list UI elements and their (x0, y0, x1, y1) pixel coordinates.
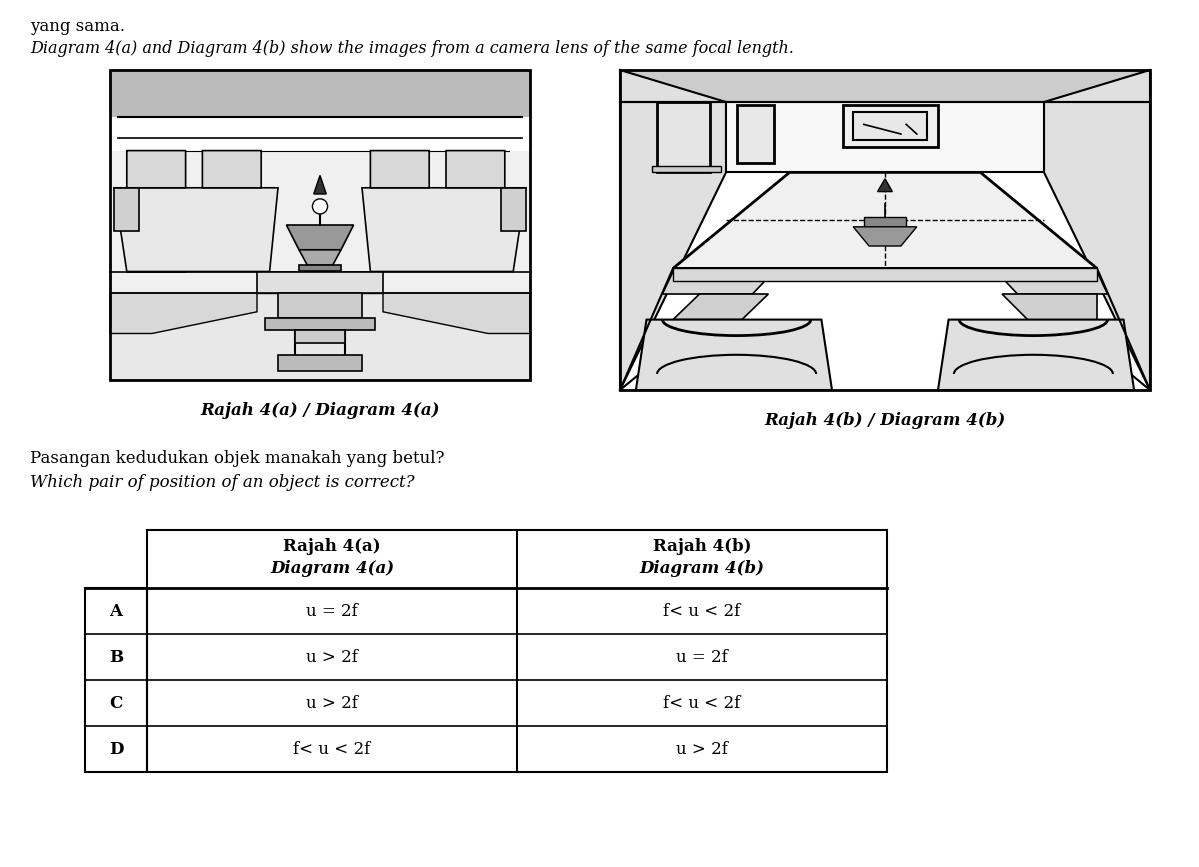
Bar (257, 271, 382, 293)
Text: C: C (109, 694, 122, 712)
Text: D: D (109, 740, 123, 758)
Polygon shape (673, 173, 790, 281)
Text: f< u < 2f: f< u < 2f (663, 694, 741, 712)
Polygon shape (314, 175, 326, 194)
Bar (278, 293, 362, 318)
Bar (736, 105, 773, 163)
Text: f< u < 2f: f< u < 2f (663, 603, 741, 620)
Polygon shape (878, 179, 892, 192)
Bar (147, 530, 887, 772)
Bar (657, 102, 710, 173)
Text: Diagram 4(a): Diagram 4(a) (270, 560, 394, 577)
Bar (727, 102, 1044, 173)
Polygon shape (287, 225, 354, 250)
Polygon shape (620, 70, 727, 390)
Bar (110, 151, 530, 303)
Polygon shape (854, 227, 917, 246)
Text: yang sama.: yang sama. (30, 18, 125, 35)
Text: Rajah 4(b): Rajah 4(b) (652, 538, 752, 555)
Bar (501, 188, 526, 231)
Text: Which pair of position of an object is correct?: Which pair of position of an object is c… (30, 474, 415, 491)
Bar (652, 166, 721, 173)
Bar (620, 70, 1150, 390)
Text: Diagram 4(b): Diagram 4(b) (639, 560, 765, 577)
Bar (620, 70, 1150, 102)
Polygon shape (1044, 70, 1150, 390)
FancyBboxPatch shape (446, 151, 505, 188)
Polygon shape (1001, 294, 1097, 320)
Text: Rajah 4(a): Rajah 4(a) (283, 538, 381, 555)
Text: u > 2f: u > 2f (676, 740, 728, 758)
Polygon shape (362, 188, 526, 271)
Polygon shape (635, 320, 832, 390)
Bar (620, 70, 1150, 390)
Text: A: A (109, 603, 122, 620)
Polygon shape (673, 173, 1097, 269)
Text: u = 2f: u = 2f (676, 649, 728, 666)
Bar (278, 355, 362, 371)
Bar (110, 293, 530, 380)
Polygon shape (673, 294, 769, 320)
Bar (85, 588, 147, 772)
Polygon shape (662, 271, 773, 294)
Bar (265, 318, 374, 330)
Text: u = 2f: u = 2f (306, 603, 357, 620)
Bar (299, 265, 341, 271)
Polygon shape (114, 188, 278, 271)
Polygon shape (996, 271, 1108, 294)
Bar (114, 188, 139, 231)
Circle shape (313, 199, 327, 214)
Bar (110, 70, 530, 380)
FancyBboxPatch shape (203, 151, 261, 188)
Text: Diagram 4(a) and Diagram 4(b) show the images from a camera lens of the same foc: Diagram 4(a) and Diagram 4(b) show the i… (30, 40, 794, 57)
Bar (727, 102, 1044, 173)
Text: B: B (109, 649, 123, 666)
Text: u > 2f: u > 2f (306, 694, 359, 712)
Text: Rajah 4(a) / Diagram 4(a): Rajah 4(a) / Diagram 4(a) (200, 402, 440, 419)
Polygon shape (110, 293, 257, 334)
Bar (110, 70, 530, 380)
Polygon shape (981, 173, 1097, 281)
Polygon shape (938, 320, 1134, 390)
FancyBboxPatch shape (370, 151, 429, 188)
Bar (854, 112, 927, 140)
Bar (863, 218, 906, 227)
Bar (843, 105, 938, 147)
Text: u > 2f: u > 2f (306, 649, 359, 666)
Polygon shape (382, 293, 530, 334)
Polygon shape (299, 250, 341, 265)
Text: Pasangan kedudukan objek manakah yang betul?: Pasangan kedudukan objek manakah yang be… (30, 450, 445, 467)
FancyBboxPatch shape (127, 151, 186, 188)
Bar (295, 330, 345, 342)
Bar (110, 70, 530, 116)
Text: Rajah 4(b) / Diagram 4(b): Rajah 4(b) / Diagram 4(b) (765, 412, 1006, 429)
Polygon shape (673, 269, 1097, 281)
Text: f< u < 2f: f< u < 2f (294, 740, 370, 758)
